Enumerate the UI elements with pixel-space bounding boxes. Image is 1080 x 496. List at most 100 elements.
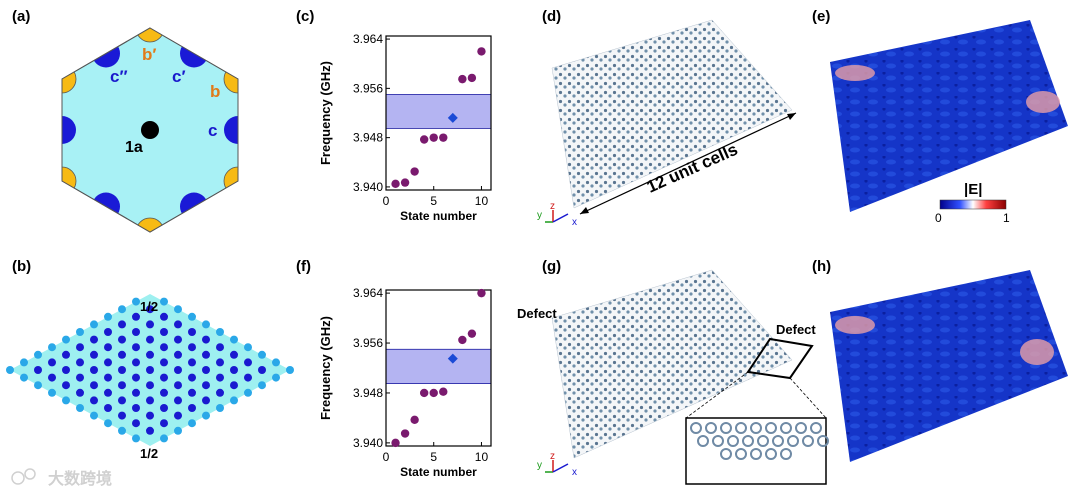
bulk-site-dot — [48, 358, 56, 367]
inset-resonator-ring — [765, 448, 777, 460]
colorbar-min: 0 — [935, 211, 942, 225]
edge-site-dot — [272, 373, 280, 382]
panel-label-b: (b) — [12, 258, 32, 275]
edge-site-dot — [258, 350, 266, 359]
label-c-double-prime: c′′ — [110, 67, 128, 86]
inset-resonator-ring — [757, 435, 769, 447]
x-tick-label: 10 — [475, 450, 489, 464]
bulk-site-dot — [146, 426, 154, 435]
corner-state-point — [447, 353, 458, 364]
edge-site-dot — [202, 320, 210, 329]
bulk-site-dot — [146, 381, 154, 390]
edge-site-dot — [48, 343, 56, 352]
bulk-site-dot — [48, 373, 56, 382]
bulk-site-dot — [146, 411, 154, 420]
bulk-site-dot — [90, 396, 98, 405]
bulk-site-dot — [104, 373, 112, 382]
bulk-site-dot — [132, 328, 140, 336]
bulk-site-dot — [188, 373, 196, 382]
edge-site-dot — [62, 335, 70, 344]
bulk-state-point — [458, 74, 467, 84]
y-tick-label: 3.940 — [353, 436, 383, 450]
edge-site-dot — [216, 404, 224, 412]
inset-resonator-ring — [735, 448, 747, 460]
edge-site-dot — [244, 343, 252, 352]
bulk-state-point — [477, 288, 486, 298]
inset-resonator-ring — [772, 435, 784, 447]
bulk-site-dot — [160, 373, 168, 382]
edge-site-dot — [202, 411, 210, 420]
bulk-site-dot — [104, 328, 112, 336]
bulk-site-dot — [90, 335, 98, 344]
axis-z-label-g: z — [550, 451, 555, 462]
edge-site-dot — [258, 381, 266, 390]
y-axis-label: Frequency (GHz) — [318, 316, 333, 420]
bulk-site-dot — [146, 366, 154, 374]
field-plate-e — [830, 20, 1068, 212]
bulk-site-dot — [90, 381, 98, 390]
axis-y-label: y — [537, 210, 542, 221]
edge-site-dot — [160, 434, 168, 443]
inset-resonator-ring — [720, 448, 732, 460]
lattice-g: Defect Defect y z x — [517, 269, 829, 485]
bulk-site-dot — [76, 373, 84, 382]
panel-label-e: (e) — [812, 8, 831, 25]
edge-site-dot — [90, 320, 98, 329]
y-tick-label: 3.956 — [353, 81, 383, 95]
panel-label-f: (f) — [296, 258, 311, 275]
inset-resonator-ring — [720, 422, 732, 434]
arrow-head-left — [580, 207, 589, 214]
y-tick-label: 3.964 — [353, 32, 383, 46]
y-tick-label: 3.964 — [353, 286, 383, 300]
panel-label-a: (a) — [12, 8, 31, 25]
edge-site-dot — [34, 381, 42, 390]
field-map-h — [830, 270, 1068, 462]
bulk-site-dot — [62, 350, 70, 359]
lattice-plate-d — [551, 19, 793, 209]
edge-site-dot — [104, 312, 112, 321]
bulk-site-dot — [202, 381, 210, 390]
inset-resonator-ring — [690, 422, 702, 434]
bulk-site-dot — [244, 358, 252, 367]
arrow-head-right — [787, 113, 796, 120]
axis-triad-g: y z x — [537, 451, 577, 478]
bulk-site-dot — [216, 358, 224, 367]
inset-resonator-ring — [697, 435, 709, 447]
bulk-site-dot — [216, 388, 224, 397]
edge-site-dot — [76, 328, 84, 336]
y-tick-label: 3.956 — [353, 336, 383, 350]
bulk-site-dot — [146, 350, 154, 359]
bulk-site-dot — [174, 366, 182, 374]
bulk-site-dot — [76, 343, 84, 352]
bulk-site-dot — [132, 373, 140, 382]
y-tick-label: 3.940 — [353, 180, 383, 194]
inset-resonator-ring — [750, 448, 762, 460]
bulk-site-dot — [188, 343, 196, 352]
inset-resonator-ring — [712, 435, 724, 447]
hotspot-corner-right-e — [1026, 91, 1060, 113]
edge-site-dot — [174, 305, 182, 314]
bulk-state-point — [467, 329, 477, 338]
plot-frame — [385, 289, 492, 447]
edge-site-dot — [62, 396, 70, 405]
bulk-site-dot — [146, 396, 154, 405]
bulk-site-dot — [132, 404, 140, 412]
colorbar-title: |E| — [964, 181, 982, 198]
bulk-site-dot — [76, 358, 84, 367]
edge-site-dot — [174, 426, 182, 435]
hexagon-unit-cell: 1a b′ c′′ c′ b c — [61, 27, 239, 233]
edge-site-dot — [6, 366, 14, 374]
inset-resonator-ring — [735, 422, 747, 434]
bulk-site-dot — [244, 373, 252, 382]
defect-left-label: Defect — [517, 306, 557, 321]
edge-site-dot — [48, 388, 56, 397]
edge-site-dot — [76, 404, 84, 412]
watermark-logo-icon — [11, 471, 25, 485]
bulk-site-dot — [160, 328, 168, 336]
watermark: 大数跨境 — [11, 468, 112, 488]
bulk-site-dot — [146, 305, 154, 314]
bulk-site-dot — [132, 312, 140, 321]
bulk-site-dot — [90, 366, 98, 374]
